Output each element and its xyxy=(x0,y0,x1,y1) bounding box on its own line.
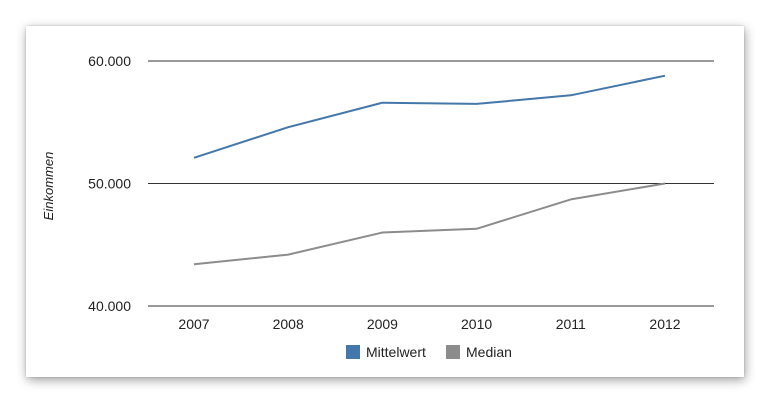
x-tick-label: 2008 xyxy=(273,316,304,332)
series-line-median xyxy=(193,182,666,266)
x-tick-label: 2009 xyxy=(367,316,398,332)
x-axis-ticks: 2007 2008 2009 2010 2011 2012 xyxy=(178,316,680,332)
series-lines xyxy=(193,74,666,266)
y-axis-ticks: 40.000 50.000 60.000 xyxy=(88,53,131,314)
y-tick-label: 40.000 xyxy=(88,298,131,314)
series-line-mittelwert xyxy=(193,74,666,159)
y-tick-label: 50.000 xyxy=(88,176,131,192)
x-tick-label: 2010 xyxy=(461,316,492,332)
legend-label: Median xyxy=(466,344,512,360)
y-tick-label: 60.000 xyxy=(88,53,131,69)
legend-label: Mittelwert xyxy=(366,344,426,360)
chart-card: 40.000 50.000 60.000 2007 2008 2009 2010 2011 2… xyxy=(26,26,744,377)
gridlines xyxy=(148,60,714,307)
legend-swatch xyxy=(346,345,360,359)
legend-swatch xyxy=(446,345,460,359)
y-axis-title: Einkommen xyxy=(41,152,56,221)
x-tick-label: 2011 xyxy=(556,316,586,332)
x-tick-label: 2012 xyxy=(649,316,680,332)
legend: Mittelwert Median xyxy=(346,344,512,360)
x-tick-label: 2007 xyxy=(178,316,209,332)
